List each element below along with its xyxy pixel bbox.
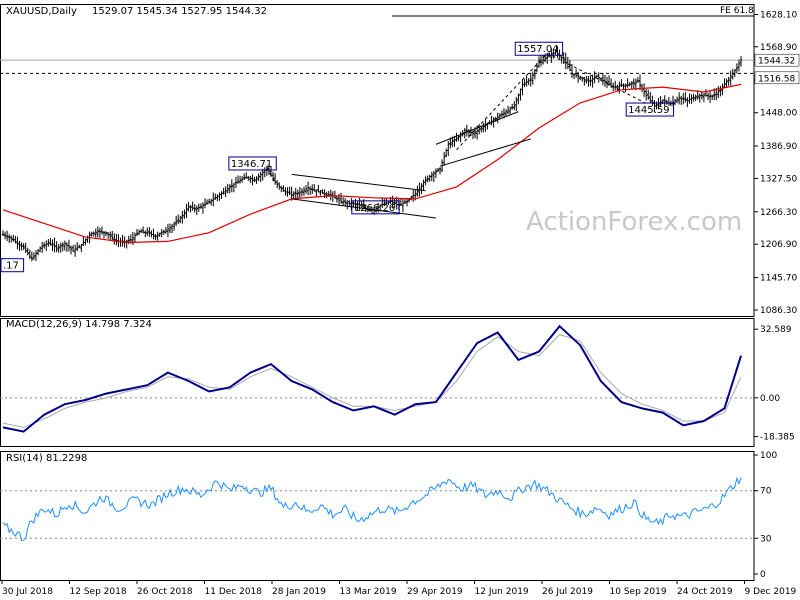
rsi-y-tick-label: 100	[760, 451, 777, 461]
y-tick-label: 1386.90	[760, 142, 797, 152]
price-annotation: 1346.71	[228, 156, 277, 171]
marker-price-tag-box	[754, 71, 800, 85]
macd-title: MACD(12,26,9) 14.798 7.324	[6, 319, 152, 330]
y-tick-label: 1628.10	[760, 10, 797, 20]
price-annotation: .17	[0, 258, 25, 273]
y-tick-label: 1448.00	[760, 109, 797, 119]
price-annotation: 1266.26	[351, 200, 400, 215]
panel-main	[0, 4, 755, 317]
rsi-title: RSI(14) 81.2298	[6, 453, 87, 464]
price-annotation-label: 1266.26	[354, 203, 395, 214]
trendline	[546, 52, 647, 104]
y-tick-label: 1568.90	[760, 43, 797, 53]
price-annotation: 1557.04	[514, 41, 564, 56]
price-annotation-box	[351, 200, 400, 215]
price-annotation-box	[625, 102, 675, 117]
x-tick-label: 26 Oct 2018	[137, 587, 193, 597]
fe-label: FE 61.8	[720, 6, 754, 16]
x-tick-label: 24 Oct 2019	[677, 587, 733, 597]
x-tick-label: 10 Sep 2019	[610, 587, 667, 597]
macd-y-tick-label: 0.00	[760, 394, 780, 404]
x-tick-label: 29 Apr 2019	[407, 587, 463, 597]
panel-rsi	[0, 451, 755, 581]
y-tick-label: 1327.50	[760, 174, 797, 184]
panel-macd	[0, 318, 755, 447]
price-annotation-label: 1445.59	[628, 105, 669, 116]
trendline	[291, 173, 426, 192]
trendline	[456, 52, 548, 151]
current-price-tag: 1544.32	[758, 57, 795, 67]
price-annotation-box	[514, 41, 564, 56]
marker-price-tag: 1516.58	[758, 74, 795, 84]
x-tick-label: 12 Jun 2019	[475, 587, 529, 597]
price-annotation-box	[0, 258, 25, 273]
x-tick-label: 28 Jan 2019	[272, 587, 326, 597]
y-tick-label: 1145.70	[760, 274, 797, 284]
trendline	[291, 198, 436, 219]
x-tick-label: 30 Jul 2018	[2, 587, 53, 597]
macd-y-tick-label: 32.589	[760, 325, 792, 335]
x-tick-label: 26 Jul 2019	[542, 587, 593, 597]
rsi-line	[2, 476, 742, 542]
current-price-tag-box	[754, 53, 800, 67]
x-tick-label: 11 Dec 2018	[205, 587, 263, 597]
trendline	[439, 138, 531, 167]
y-tick-label: 1266.30	[760, 208, 797, 218]
main-chart-title: XAUUSD,Daily	[6, 6, 77, 17]
x-tick-label: 12 Sep 2018	[70, 587, 127, 597]
x-tick-label: 13 Mar 2019	[340, 587, 397, 597]
price-annotation-label: 1346.71	[231, 159, 272, 170]
price-annotation: 1445.59	[625, 102, 675, 117]
moving-average-line	[2, 83, 742, 244]
rsi-y-tick-label: 70	[760, 487, 772, 497]
main-ohlc-readout: 1529.07 1545.34 1527.95 1544.32	[92, 6, 267, 17]
watermark: ActionForex.com	[526, 207, 742, 237]
price-annotation-label: 1557.04	[517, 44, 558, 55]
price-annotation-label: .17	[3, 261, 19, 272]
rsi-y-tick-label: 30	[760, 534, 772, 544]
y-tick-label: 1086.30	[760, 306, 797, 316]
macd-line	[2, 324, 742, 433]
y-tick-label: 1206.90	[760, 240, 797, 250]
x-tick-label: 9 Dec 2019	[745, 587, 797, 597]
macd-y-tick-label: -18.385	[760, 433, 795, 443]
price-annotation-box	[228, 156, 277, 171]
rsi-y-tick-label: 0	[760, 570, 766, 580]
